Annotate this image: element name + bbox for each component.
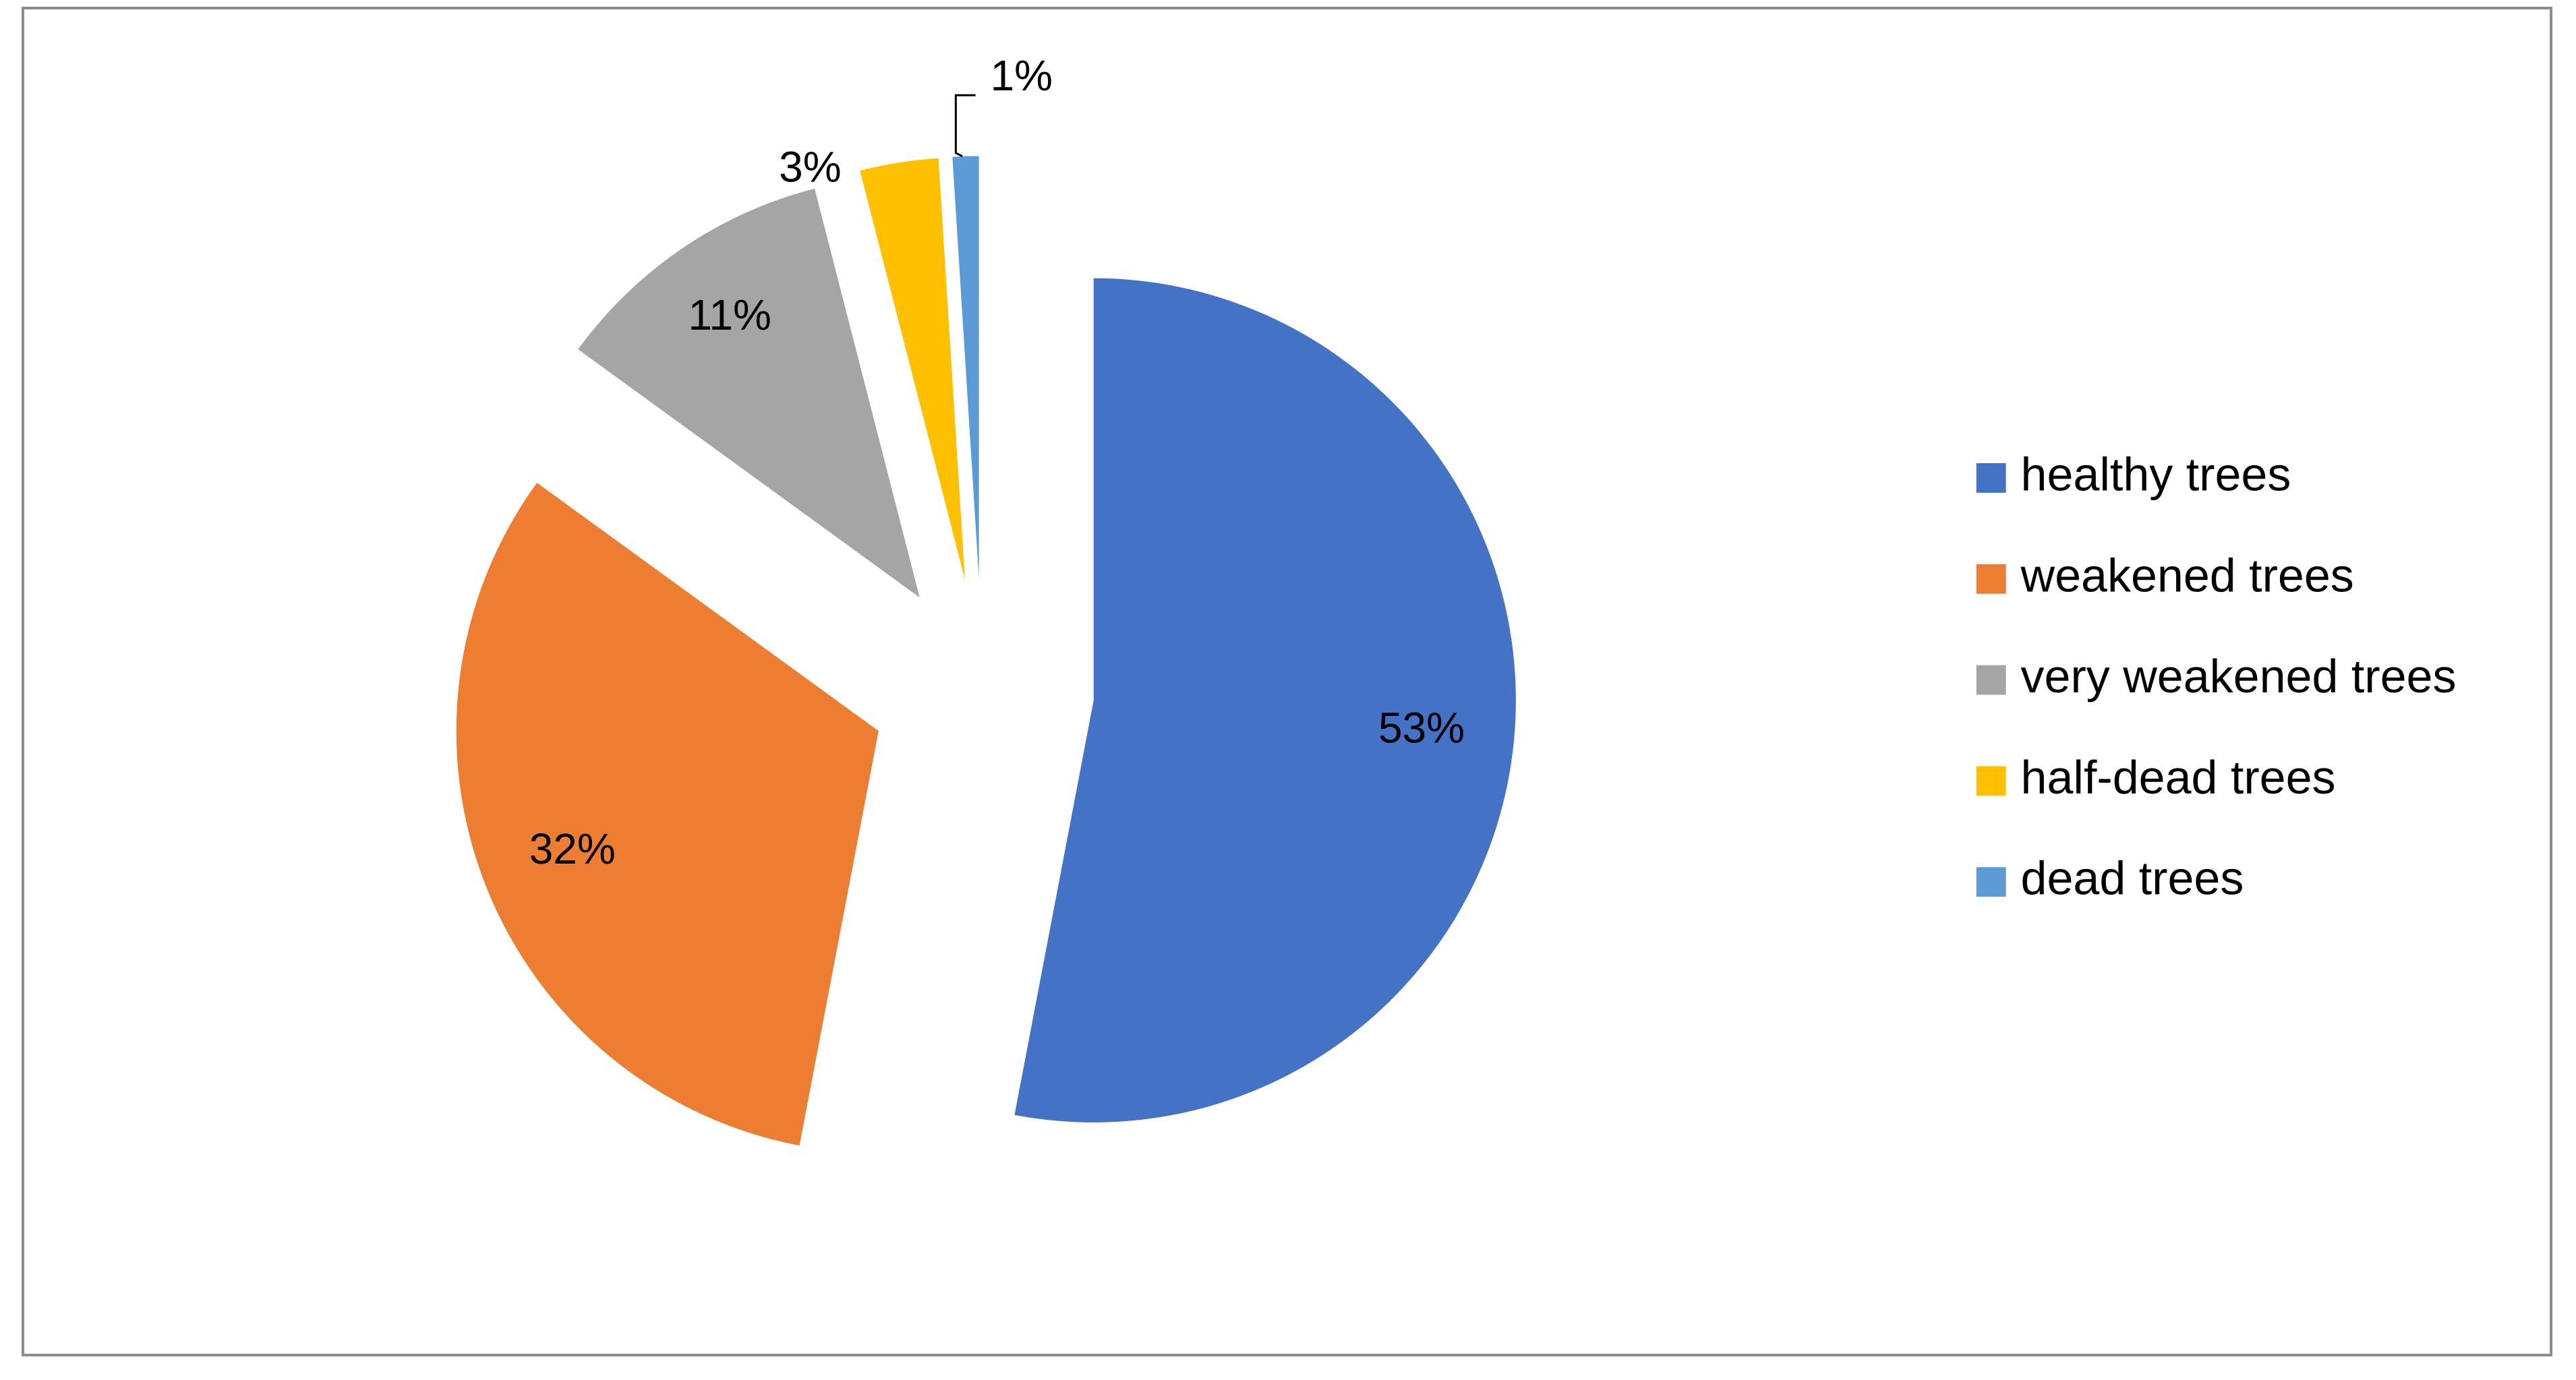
legend-label: dead trees bbox=[2021, 852, 2244, 905]
legend-label: weakened trees bbox=[2020, 549, 2354, 601]
legend-swatch bbox=[1976, 867, 2006, 897]
data-label: 53% bbox=[1378, 704, 1465, 752]
pie-slice bbox=[860, 158, 965, 580]
legend-swatch bbox=[1976, 463, 2006, 493]
data-label: 1% bbox=[991, 51, 1053, 100]
legend-label: half-dead trees bbox=[2021, 751, 2336, 804]
legend-label: healthy trees bbox=[2021, 448, 2291, 500]
legend-swatch bbox=[1976, 564, 2006, 594]
pie-slice bbox=[456, 483, 879, 1146]
data-label: 3% bbox=[779, 142, 842, 191]
legend-swatch bbox=[1976, 665, 2006, 695]
data-label: 32% bbox=[529, 824, 616, 873]
data-label: 11% bbox=[689, 291, 771, 339]
pie-slice bbox=[1014, 278, 1516, 1122]
pie-slice bbox=[952, 156, 979, 578]
legend-swatch bbox=[1976, 766, 2006, 796]
legend-label: very weakened trees bbox=[2021, 650, 2457, 702]
pie-slice bbox=[578, 188, 920, 598]
leader-line bbox=[954, 94, 976, 158]
